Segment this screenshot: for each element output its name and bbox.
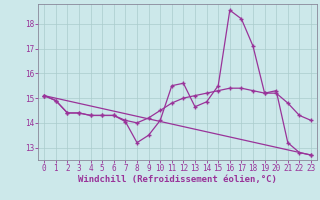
- X-axis label: Windchill (Refroidissement éolien,°C): Windchill (Refroidissement éolien,°C): [78, 175, 277, 184]
